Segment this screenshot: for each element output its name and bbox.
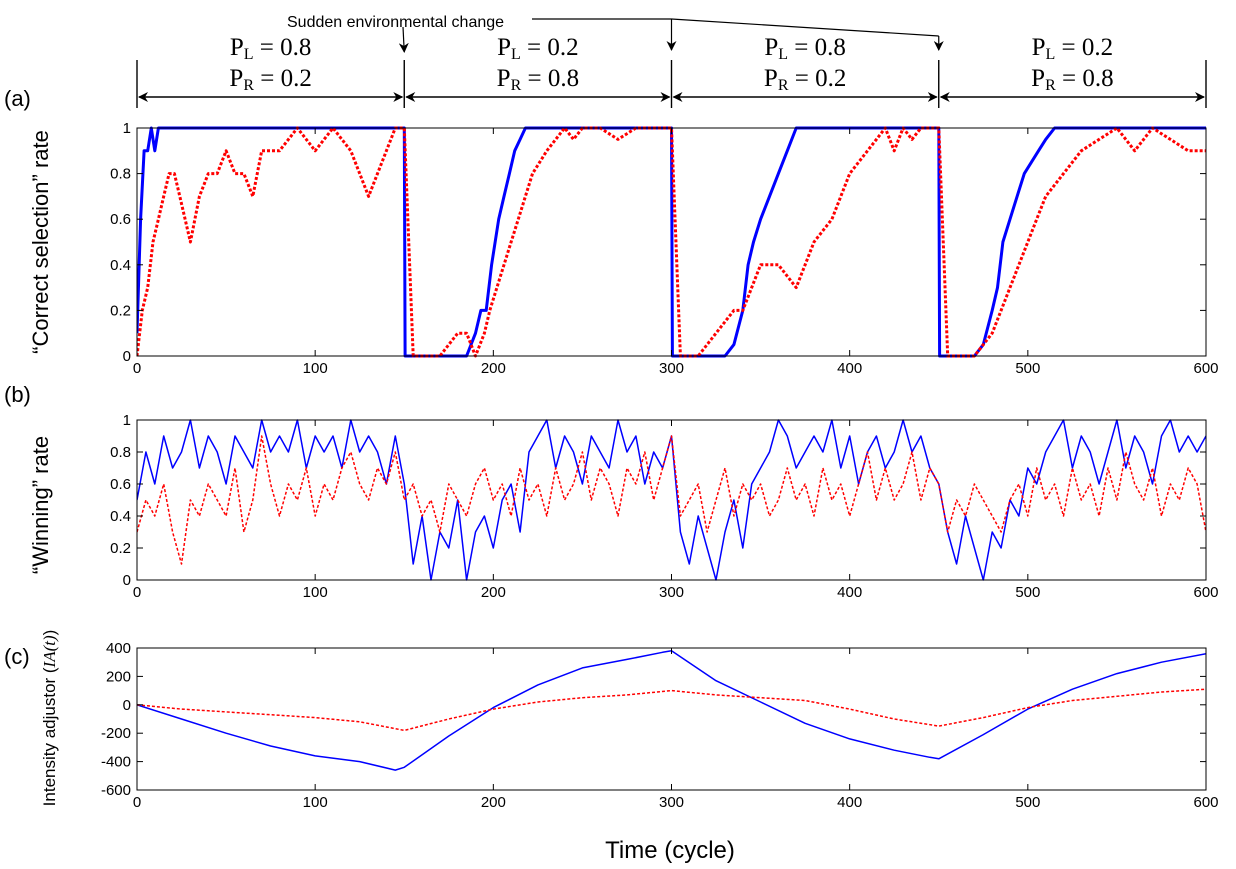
x-tick-label: 400 [837, 584, 862, 601]
x-tick-label: 400 [837, 794, 862, 811]
y-tick-label: 0.4 [110, 257, 131, 274]
y-axis-title: “Correct selection” rate [28, 130, 53, 354]
y-axis-title: Intensity adjustor (IA(t)) [40, 630, 59, 807]
x-tick-label: 600 [1193, 584, 1218, 601]
period-pl-label: PL = 0.8 [230, 34, 312, 63]
annotation-arrows [398, 18, 944, 53]
y-tick-label: 0.8 [110, 166, 131, 183]
x-tick-label: 500 [1015, 794, 1040, 811]
series-line-red [137, 126, 1206, 358]
period-pl-label: PL = 0.8 [764, 34, 846, 63]
period-pl-label: PL = 0.2 [1032, 34, 1114, 63]
series-line-red [137, 435, 1206, 565]
period-headers: PL = 0.8PR = 0.2PL = 0.2PR = 0.8PL = 0.8… [136, 34, 1207, 108]
x-tick-label: 400 [837, 360, 862, 377]
series-line-blue [137, 650, 1206, 771]
x-tick-label: 300 [659, 584, 684, 601]
annotation-arrow-150 [398, 26, 409, 53]
panel-a: 0 100 200 300 400 500 600 0 0.2 0.4 0.6 0.8 1 (a) “Cor… [4, 86, 1219, 377]
y-tick-label: 0.4 [110, 508, 131, 525]
x-tick-label: 300 [659, 794, 684, 811]
environmental-change-annotation: Sudden environmental change [287, 14, 504, 31]
x-tick-label: 500 [1015, 360, 1040, 377]
y-tick-label: 0.8 [110, 444, 131, 461]
panel-label: (b) [4, 382, 31, 407]
y-tick-label: 0 [123, 348, 131, 365]
panels: 0 100 200 300 400 500 60000.20.40.60.81(a)“Cor… [4, 86, 1219, 811]
y-tick-label: -400 [101, 754, 131, 771]
x-tick-label: 500 [1015, 584, 1040, 601]
x-tick-label: 100 [303, 584, 328, 601]
x-tick-label: 200 [481, 584, 506, 601]
x-tick-label: 0 [133, 584, 141, 601]
y-tick-label: 0 [123, 697, 131, 714]
annotation-leader-2 [671, 18, 939, 37]
series-line-blue [137, 419, 1206, 581]
panel-label: (a) [4, 86, 31, 111]
x-tick-label: 100 [303, 794, 328, 811]
y-tick-label: -200 [101, 725, 131, 742]
panel-label: (c) [4, 644, 30, 669]
period-pr-label: PR = 0.2 [764, 65, 846, 94]
y-tick-label: 0.6 [110, 211, 131, 228]
y-tick-label: 0 [123, 572, 131, 589]
x-axis-title: Time (cycle) [605, 837, 735, 864]
x-tick-label: 600 [1193, 360, 1218, 377]
y-tick-label: 400 [106, 640, 131, 657]
x-tick-label: 200 [481, 360, 506, 377]
x-tick-label: 100 [303, 360, 328, 377]
panel-b: 0 100 200 300 400 500 600 0 0.2 0.4 0.6 0.8 1 (b) “Win… [4, 382, 1219, 601]
y-tick-label: 1 [123, 120, 131, 137]
x-tick-label: 600 [1193, 794, 1218, 811]
panel-c: 0 100 200 300 400 500 600 -600 -400 -200 0 200 400 (c… [4, 630, 1219, 811]
period-pr-label: PR = 0.8 [497, 65, 579, 94]
axes-frame [136, 647, 1207, 791]
y-tick-label: -600 [101, 782, 131, 799]
x-tick-label: 200 [481, 794, 506, 811]
y-tick-label: 200 [106, 668, 131, 685]
x-tick-label: 0 [133, 360, 141, 377]
y-tick-label: 1 [123, 412, 131, 429]
period-pl-label: PL = 0.2 [497, 34, 579, 63]
series-line-red [137, 688, 1206, 732]
x-tick-label: 0 [133, 794, 141, 811]
period-pr-label: PR = 0.2 [229, 65, 311, 94]
y-tick-label: 0.2 [110, 540, 131, 557]
y-tick-label: 0.2 [110, 302, 131, 319]
period-pr-label: PR = 0.8 [1031, 65, 1113, 94]
y-axis-title: “Winning” rate [28, 436, 53, 574]
y-tick-label: 0.6 [110, 476, 131, 493]
annotation-label: Sudden environmental change [287, 14, 504, 31]
x-tick-label: 300 [659, 360, 684, 377]
